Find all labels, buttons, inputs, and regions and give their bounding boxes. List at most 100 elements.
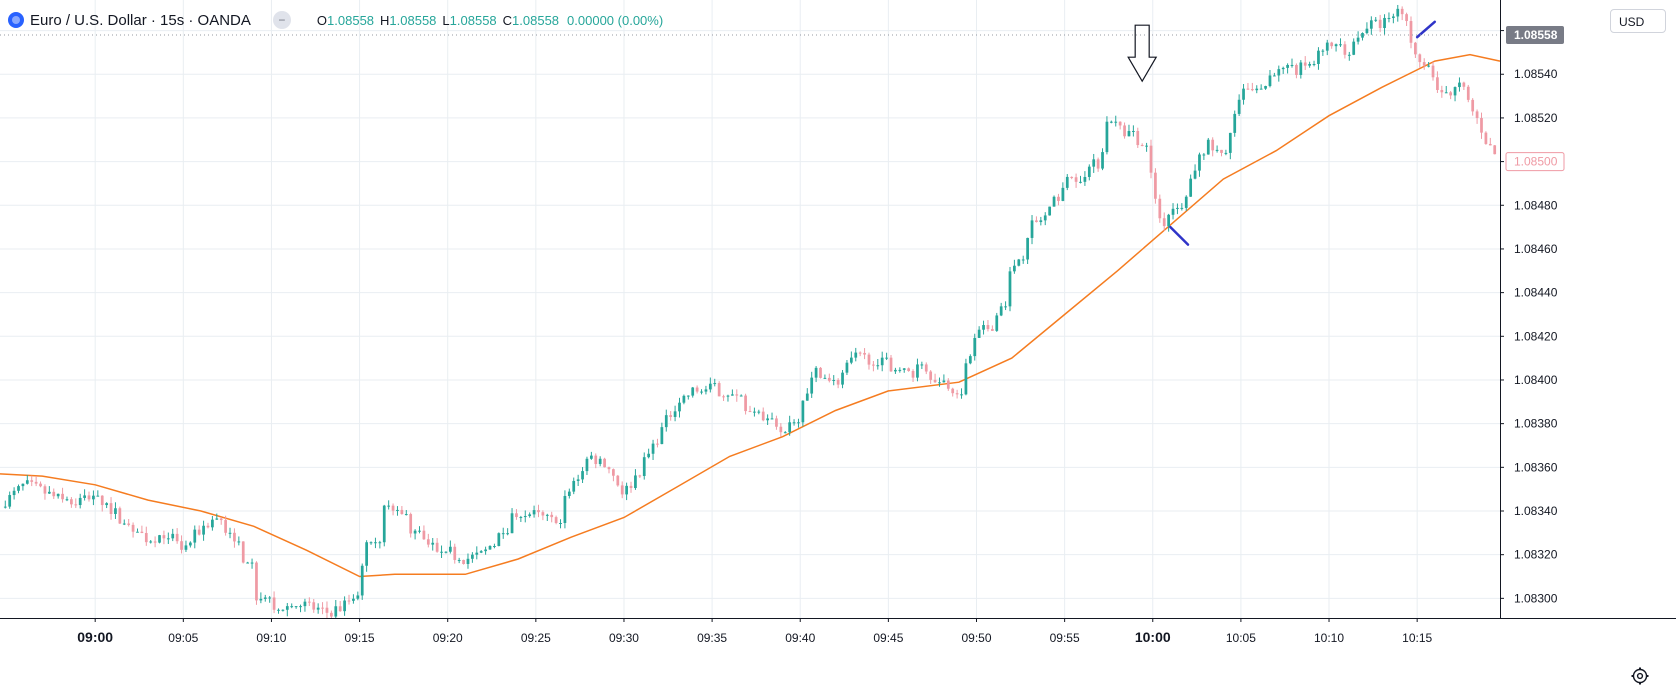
collapse-legend-button[interactable]: −: [272, 11, 291, 29]
candle-up: [1299, 62, 1303, 75]
candle-up: [211, 519, 214, 528]
candle-down: [858, 352, 862, 354]
candle-up: [237, 541, 241, 543]
candle-down: [1303, 62, 1307, 66]
candle-down: [338, 606, 342, 612]
candle-up: [532, 510, 536, 515]
candle-up: [1105, 121, 1109, 153]
candle-down: [946, 380, 950, 389]
candle-down: [1070, 176, 1074, 178]
candle-up: [1321, 50, 1325, 52]
candle-up: [12, 490, 16, 496]
candle-up: [664, 415, 668, 428]
candle-up: [268, 597, 272, 599]
candle-up: [1259, 88, 1263, 90]
candle-up: [1334, 44, 1338, 47]
candle-up: [448, 546, 452, 552]
candle-up: [876, 365, 880, 367]
candle-down: [462, 559, 465, 564]
price-axis[interactable]: 1.08300 1.08320 1.08340 1.08360 1.08380 1.084…: [1500, 0, 1676, 694]
candle-up: [56, 493, 60, 497]
candle-up: [166, 538, 170, 540]
candle-up: [625, 485, 628, 495]
candle-up: [519, 517, 523, 519]
candle-up: [1286, 64, 1289, 68]
candle-up: [880, 357, 884, 366]
candle-down: [1118, 121, 1122, 126]
candle-up: [352, 598, 355, 601]
candle-up: [563, 495, 567, 523]
candle-up: [96, 495, 100, 497]
candle-up: [977, 329, 981, 338]
candle-up: [938, 382, 941, 384]
candle-up: [1092, 159, 1096, 167]
candle-down: [620, 485, 624, 495]
candle-up: [263, 597, 267, 599]
time-tick-label: 10:10: [1314, 631, 1344, 645]
candle-down: [219, 518, 223, 521]
candle-up: [1237, 99, 1241, 114]
candle-down: [612, 469, 615, 476]
candle-down: [206, 525, 210, 528]
close-value: 1.08558: [512, 12, 560, 28]
candle-up: [894, 369, 897, 372]
candle-down: [1123, 125, 1126, 137]
candle-up: [299, 606, 302, 608]
time-tick-label: 09:45: [873, 631, 903, 645]
candle-up: [193, 529, 197, 543]
candle-down: [1074, 177, 1078, 182]
currency-button[interactable]: USD: [1610, 9, 1666, 33]
symbol-title[interactable]: Euro / U.S. Dollar · 15s · OANDA: [30, 11, 251, 29]
trend-line[interactable]: [1169, 225, 1190, 246]
time-tick-label: 09:05: [168, 631, 198, 645]
candle-up: [1396, 8, 1400, 17]
candle-up: [396, 509, 399, 511]
candle-up: [1391, 16, 1395, 18]
candle-up: [356, 595, 360, 599]
marked-price-box: [1505, 152, 1565, 172]
candle-down: [1136, 130, 1140, 146]
candle-down: [1295, 64, 1298, 75]
time-tick-label: 09:15: [345, 631, 375, 645]
candle-down: [827, 377, 831, 381]
candle-down: [74, 504, 78, 506]
candle-up: [854, 352, 858, 358]
time-tick-label: 09:10: [256, 631, 286, 645]
candle-down: [735, 394, 739, 396]
low-label: L: [442, 12, 450, 28]
time-axis[interactable]: 09:00 09:05 09:10 09:15 09:20 09:25 09:30 09:35…: [0, 618, 1676, 694]
candle-up: [1352, 41, 1356, 55]
candle-up: [995, 315, 999, 331]
settings-gear-icon[interactable]: [1630, 666, 1650, 686]
candle-down: [1140, 145, 1144, 147]
candle-down: [607, 467, 611, 470]
candle-down: [1158, 198, 1162, 219]
candle-down: [1471, 99, 1475, 112]
candle-up: [1273, 75, 1276, 77]
candle-down: [131, 524, 135, 532]
candle-up: [704, 389, 708, 392]
candle-up: [682, 395, 686, 403]
candle-down: [422, 530, 426, 540]
time-tick-label: 09:50: [961, 631, 991, 645]
candle-down: [924, 364, 928, 372]
candle-down: [722, 396, 725, 398]
candle-up: [567, 491, 571, 496]
candle-up: [1233, 113, 1237, 133]
candle-down: [255, 562, 258, 601]
candle-down: [272, 597, 276, 610]
candle-up: [479, 551, 483, 553]
candle-up: [589, 455, 593, 459]
candle-up: [92, 495, 95, 500]
candle-up: [365, 542, 368, 566]
candle-up: [581, 471, 584, 480]
candle-down: [1480, 117, 1483, 133]
candle-up: [1030, 220, 1034, 238]
candle-up: [1255, 88, 1259, 91]
candle-up: [902, 368, 906, 370]
candle-up: [484, 549, 487, 552]
current-price-box: [1506, 25, 1564, 44]
annotations-layer: [0, 20, 1500, 246]
candle-up: [964, 363, 968, 395]
